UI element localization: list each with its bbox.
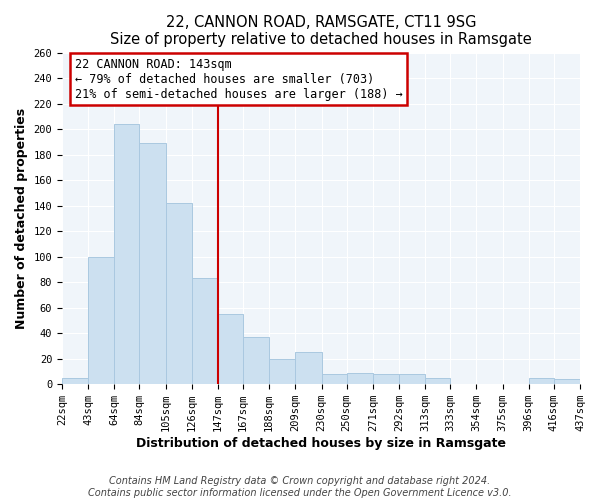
Bar xyxy=(243,337,269,384)
Bar xyxy=(269,358,295,384)
Bar xyxy=(529,378,554,384)
Bar xyxy=(139,144,166,384)
Text: 22 CANNON ROAD: 143sqm
← 79% of detached houses are smaller (703)
21% of semi-de: 22 CANNON ROAD: 143sqm ← 79% of detached… xyxy=(75,58,403,100)
Bar xyxy=(322,374,347,384)
Bar xyxy=(399,374,425,384)
Bar xyxy=(554,379,580,384)
Bar xyxy=(192,278,218,384)
Title: 22, CANNON ROAD, RAMSGATE, CT11 9SG
Size of property relative to detached houses: 22, CANNON ROAD, RAMSGATE, CT11 9SG Size… xyxy=(110,15,532,48)
Bar xyxy=(88,256,115,384)
Text: Contains HM Land Registry data © Crown copyright and database right 2024.
Contai: Contains HM Land Registry data © Crown c… xyxy=(88,476,512,498)
X-axis label: Distribution of detached houses by size in Ramsgate: Distribution of detached houses by size … xyxy=(136,437,506,450)
Bar xyxy=(115,124,139,384)
Bar xyxy=(373,374,399,384)
Bar xyxy=(166,203,192,384)
Bar xyxy=(347,372,373,384)
Bar xyxy=(62,378,88,384)
Y-axis label: Number of detached properties: Number of detached properties xyxy=(15,108,28,329)
Bar xyxy=(425,378,450,384)
Bar xyxy=(218,314,243,384)
Bar xyxy=(295,352,322,384)
